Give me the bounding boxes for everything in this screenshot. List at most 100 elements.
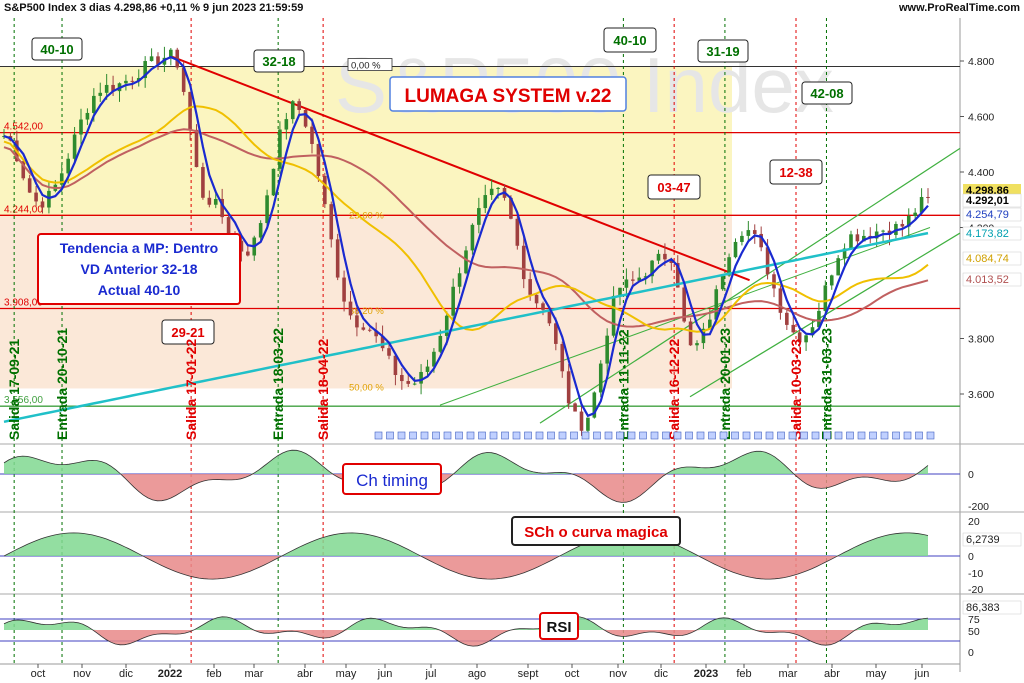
candle-body [387,348,391,356]
price-tag-bg [962,193,1022,208]
candle-body [66,158,70,174]
candle-body [541,303,545,310]
time-tick-label: mar [245,668,264,680]
cycle-label: 40-10 [40,42,73,57]
time-tick-label: oct [565,668,580,680]
site-link[interactable]: www.ProRealTime.com [898,2,1020,14]
candle-body [772,274,776,289]
time-tick-label: may [336,668,357,680]
candle-body [733,241,738,258]
candle-body [355,315,359,328]
sch-last: 6,2739 [966,534,1000,546]
cycle-label-box [647,174,701,200]
event-icon [823,431,831,440]
cycle-label: 42-08 [810,86,843,101]
candle-body [59,173,64,185]
time-tick-label: dic [119,668,134,680]
candle-body [829,275,834,286]
event-icon [903,431,912,440]
candle-body [419,371,423,384]
event-icon [834,431,843,440]
candle-body [412,383,417,385]
candle-body [400,375,404,382]
event-icon [512,431,521,440]
candle-body [740,235,744,242]
ch-timing-tick: 0 [968,469,974,481]
candle-body [143,61,147,79]
event-icon [708,431,716,440]
candle-body [85,112,90,120]
fib-label: 0,00 % [351,61,381,72]
candle-body [791,324,796,333]
cycle-label-box [161,319,215,345]
candle-body [849,234,853,249]
signal-label: Salida 17-01-22 [183,339,199,440]
time-tick-label: 2022 [158,668,182,680]
candle-body [663,253,667,260]
price-tag: 4.013,52 [966,274,1009,286]
sch-tick: 20 [968,516,980,528]
time-tick-label: dic [654,668,669,680]
event-icon [880,431,889,440]
price-tag: 4.292,01 [966,195,1009,207]
price-tick-label: 3.800 [968,334,994,346]
event-icon [604,431,613,440]
candle-body [201,167,205,198]
price-tag: 4.254,79 [966,209,1009,221]
signal-label: Entrada 31-03-23 [818,328,834,440]
event-icon [478,431,486,440]
event-icon [455,431,463,440]
event-icon [696,431,705,440]
candle-body [836,258,840,276]
price-tag-bg [962,226,1022,241]
candle-body [810,327,815,336]
event-icon [800,431,808,440]
price-tick-label: 4.800 [968,56,994,68]
event-icon [616,431,624,440]
candle-body [560,343,565,372]
candle-body [335,239,340,278]
signal-label-group: Entrada 11-11-22 [615,329,631,440]
trend-line-3: Actual 40-10 [98,282,181,298]
event-icon [535,431,544,440]
candle-body [213,198,218,205]
price-tick-label: 4.400 [968,167,994,179]
event-icon [846,431,854,440]
candle-body [380,336,385,349]
candle-body [496,187,500,189]
candle-body [785,312,789,325]
candle-body [79,119,83,135]
candle-body [72,134,77,159]
event-icon [397,431,406,440]
level-label: 3.908,00 [4,298,43,309]
candle-body [425,366,430,372]
candle-body [323,175,327,205]
rsi-title-box [539,612,579,640]
system-label-box [389,76,627,112]
candle-body [900,223,905,227]
candle-body [675,262,680,288]
candle-body [258,223,263,238]
event-icon [915,431,923,440]
signal-label-group: Salida 17-09-21 [6,339,22,440]
candle-body [586,417,590,431]
signal-label: Salida 10-03-23 [788,339,804,440]
candle-body [547,309,552,324]
candle-body [695,343,699,346]
event-icon [581,431,590,440]
candle-body [906,215,911,227]
ch-timing-title: Ch timing [356,471,428,490]
candle-body [566,371,571,404]
candle-body [246,251,250,256]
candle-body [265,195,269,224]
event-icon [754,431,762,440]
trend-line-1: Tendencia a MP: Dentro [60,240,218,256]
signal-label-group: Entrada 18-03-22 [270,328,286,440]
level-label: 4.244,00 [4,204,43,215]
signal-label: Entrada 11-11-22 [615,329,631,440]
event-icon [869,431,877,440]
cycle-label-box [253,49,305,73]
signal-label: Entrada 20-10-21 [54,328,70,440]
time-tick-label: jun [914,668,930,680]
